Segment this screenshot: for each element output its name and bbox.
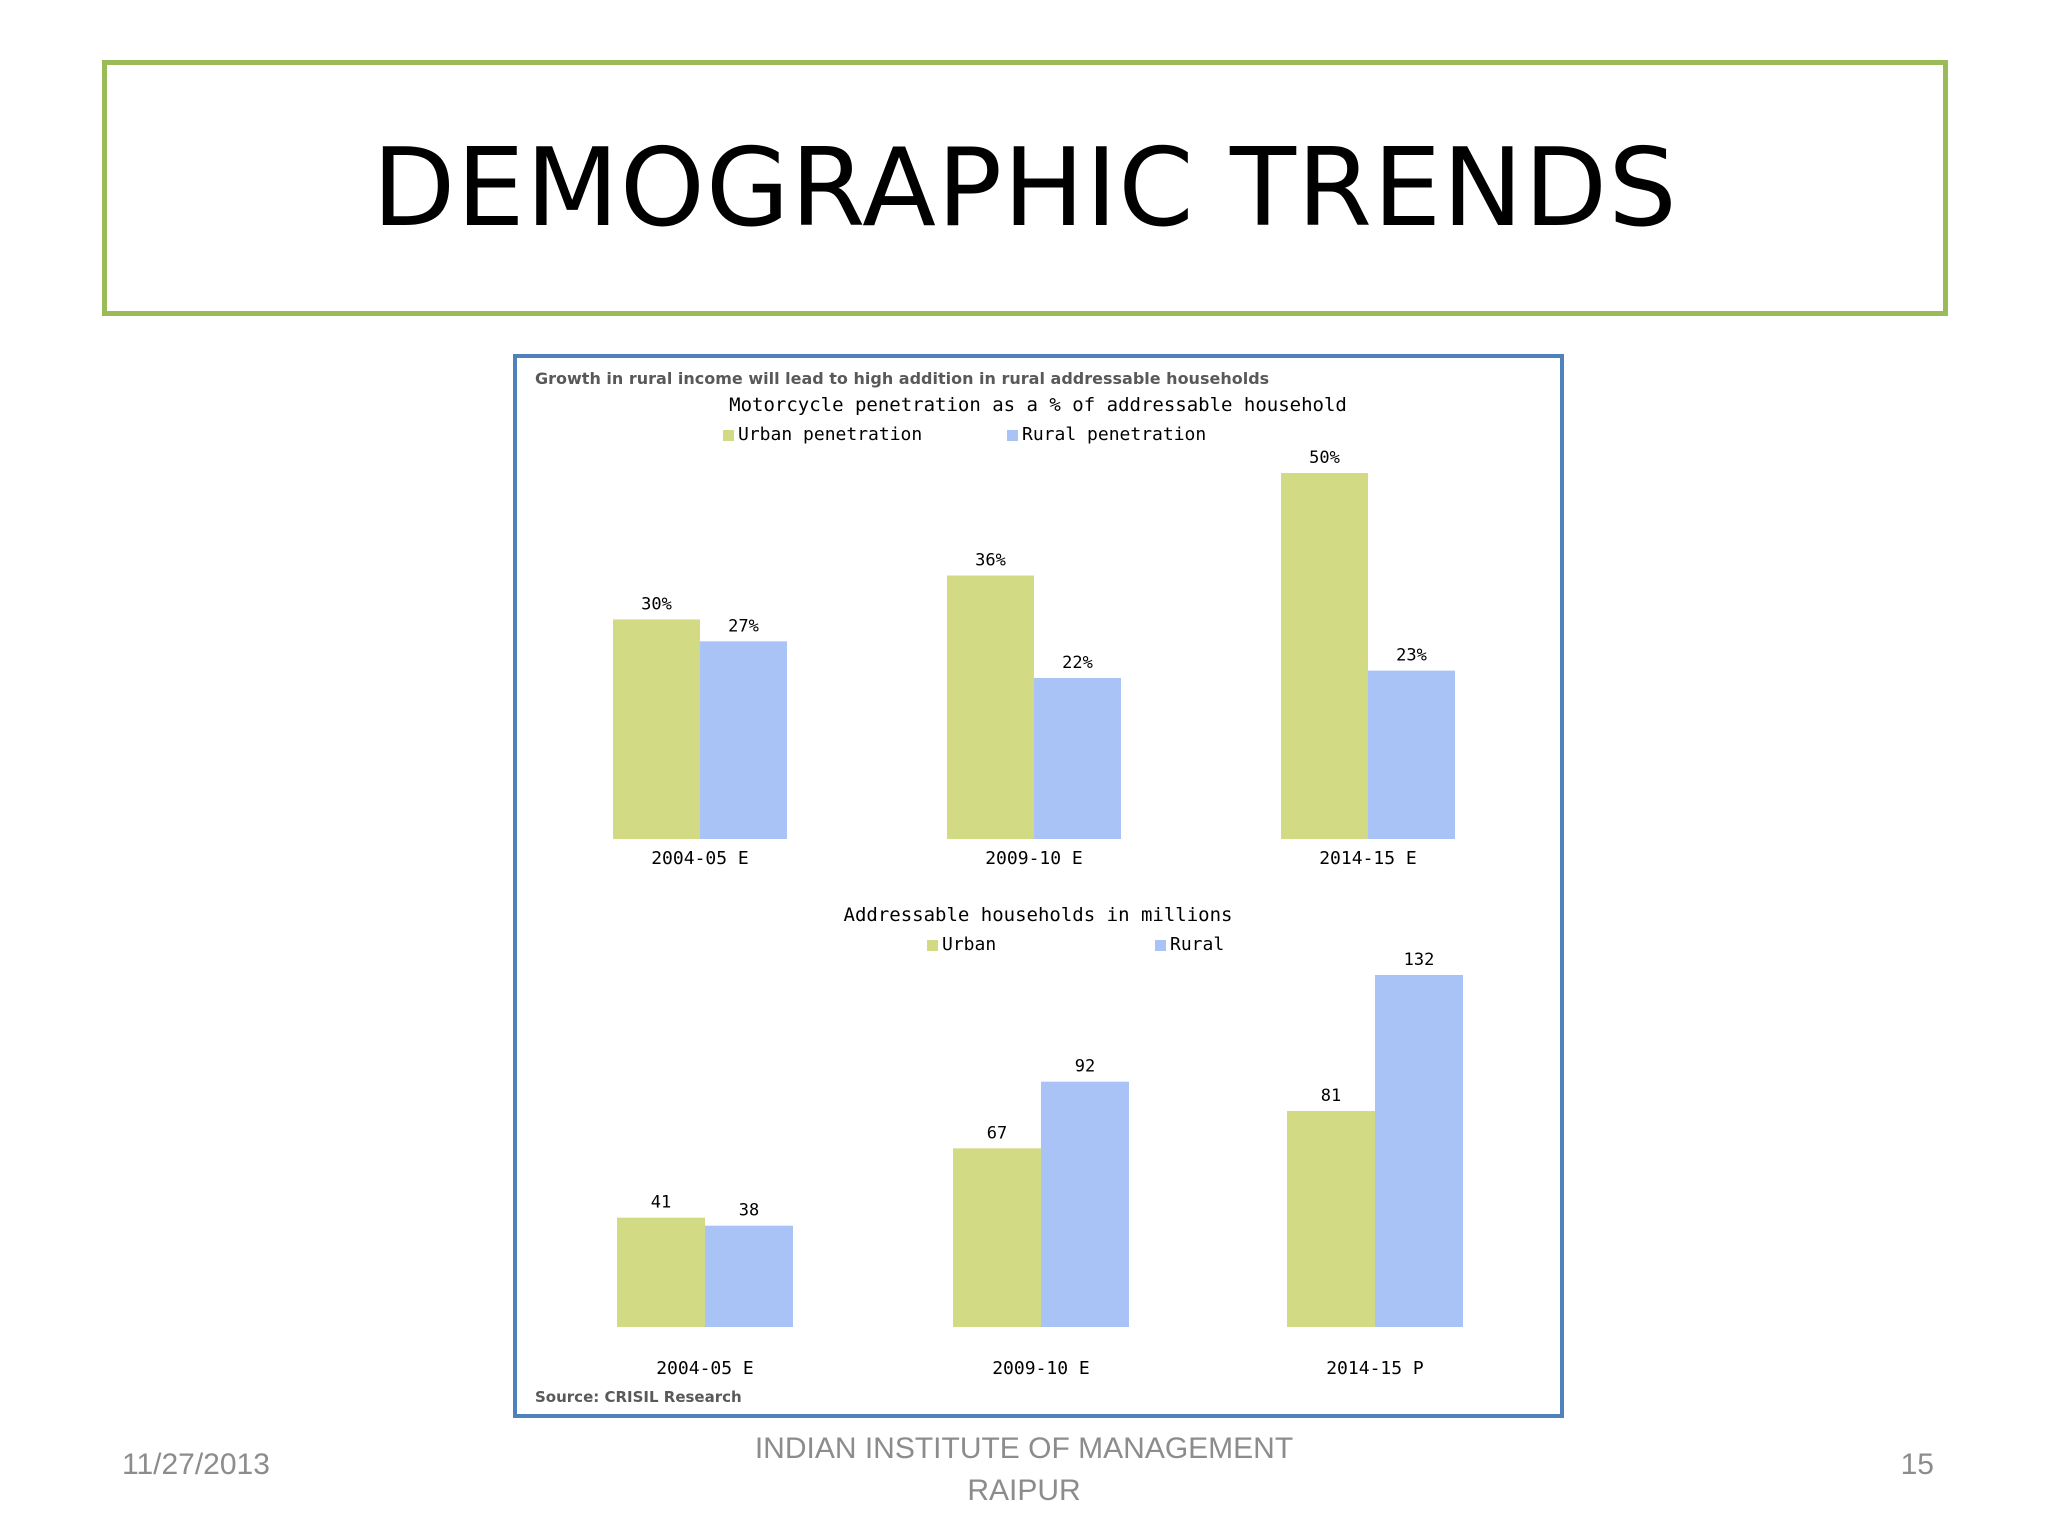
chart-1-bar-1-0: [953, 1148, 1041, 1327]
chart-1-category-label-2: 2014-15 P: [1326, 1358, 1424, 1379]
chart-1-legend-label-0: Urban: [942, 934, 996, 955]
chart-0-legend-label-0: Urban penetration: [738, 424, 922, 445]
footer-line-1: INDIAN INSTITUTE OF MANAGEMENT: [754, 1432, 1294, 1465]
chart-1-bar-0-1: [705, 1225, 793, 1327]
chart-0-category-label-2: 2014-15 E: [1319, 848, 1417, 869]
footer-line-2: RAIPUR: [967, 1474, 1081, 1507]
chart-1-data-label-0-0: 41: [651, 1193, 671, 1213]
chart-1-category-label-1: 2009-10 E: [992, 1358, 1090, 1379]
chart-0-legend-swatch-1: [1007, 430, 1018, 441]
chart-1-bar-2-1: [1375, 975, 1463, 1327]
chart-1-data-label-1-1: 92: [1075, 1057, 1095, 1077]
chart-0-bar-2-0: [1281, 473, 1368, 839]
chart-1-legend-label-1: Rural: [1170, 934, 1224, 955]
chart-1-data-label-0-1: 38: [739, 1201, 759, 1221]
chart-0-title: Motorcycle penetration as a % of address…: [729, 394, 1347, 416]
chart-0-data-label-0-0: 30%: [641, 594, 672, 614]
chart-0-bar-1-1: [1034, 677, 1121, 839]
page-number: 15: [1900, 1448, 1934, 1481]
figure-headline: Growth in rural income will lead to high…: [535, 369, 1269, 388]
chart-0-bar-0-1: [700, 641, 787, 839]
footer-institute: INDIAN INSTITUTE OF MANAGEMENT RAIPUR: [724, 1428, 1324, 1512]
chart-1-title: Addressable households in millions: [844, 904, 1233, 926]
chart-1-data-label-2-1: 132: [1404, 950, 1435, 970]
chart-figure: Growth in rural income will lead to high…: [513, 354, 1564, 1418]
chart-0-data-label-0-1: 27%: [728, 616, 759, 636]
chart-svg: Growth in rural income will lead to high…: [535, 369, 1463, 1406]
chart-1-bar-0-0: [617, 1217, 705, 1327]
chart-1-bar-2-0: [1287, 1111, 1375, 1327]
chart-0-legend-label-1: Rural penetration: [1022, 424, 1206, 445]
chart-0-bar-1-0: [947, 575, 1034, 839]
chart-0-data-label-1-1: 22%: [1062, 653, 1093, 673]
figure-source: Source: CRISIL Research: [535, 1388, 742, 1406]
chart-0-data-label-2-1: 23%: [1396, 646, 1427, 666]
title-box: DEMOGRAPHIC TRENDS: [102, 60, 1948, 316]
chart-0-bar-2-1: [1368, 670, 1455, 839]
chart-0-data-label-1-0: 36%: [975, 550, 1006, 570]
chart-0-bar-0-0: [613, 619, 700, 839]
chart-1-category-label-0: 2004-05 E: [656, 1358, 754, 1379]
slide-title: DEMOGRAPHIC TRENDS: [372, 125, 1678, 251]
chart-1-data-label-1-0: 67: [987, 1123, 1007, 1143]
chart-1-data-label-2-0: 81: [1321, 1086, 1341, 1106]
chart-0-category-label-0: 2004-05 E: [651, 848, 749, 869]
chart-0-category-label-1: 2009-10 E: [985, 848, 1083, 869]
chart-1-legend-swatch-0: [927, 940, 938, 951]
chart-1-bar-1-1: [1041, 1081, 1129, 1327]
footer-date: 11/27/2013: [122, 1448, 270, 1481]
chart-0-legend-swatch-0: [723, 430, 734, 441]
chart-1-legend-swatch-1: [1155, 940, 1166, 951]
chart-0-data-label-2-0: 50%: [1309, 448, 1340, 468]
